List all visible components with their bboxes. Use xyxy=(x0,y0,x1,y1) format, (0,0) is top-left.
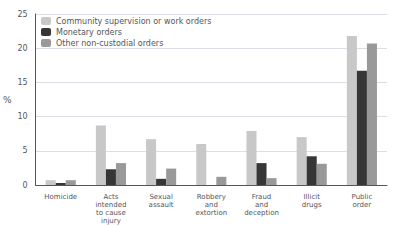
svg-text:10: 10 xyxy=(17,112,27,121)
svg-text:and: and xyxy=(255,201,268,209)
svg-text:injury: injury xyxy=(101,217,121,225)
svg-text:Community supervision or work: Community supervision or work orders xyxy=(56,17,211,26)
svg-text:25: 25 xyxy=(17,10,27,19)
svg-text:and: and xyxy=(205,201,218,209)
svg-text:5: 5 xyxy=(23,146,28,155)
svg-text:extortion: extortion xyxy=(195,209,227,217)
svg-text:Monetary orders: Monetary orders xyxy=(56,28,122,37)
svg-text:Illicit: Illicit xyxy=(303,193,320,201)
svg-text:to cause: to cause xyxy=(96,209,126,217)
svg-text:Homicide: Homicide xyxy=(44,193,77,201)
svg-text:20: 20 xyxy=(17,44,27,53)
svg-text:order: order xyxy=(353,201,372,209)
svg-text:Public: Public xyxy=(352,193,373,201)
svg-text:Other non-custodial orders: Other non-custodial orders xyxy=(56,39,163,48)
svg-text:Robbery: Robbery xyxy=(197,193,226,201)
svg-text:assault: assault xyxy=(149,201,174,209)
svg-text:Fraud: Fraud xyxy=(252,193,272,201)
svg-text:Sexual: Sexual xyxy=(149,193,172,201)
svg-text:drugs: drugs xyxy=(302,201,322,209)
svg-text:%: % xyxy=(3,95,12,105)
svg-text:Acts: Acts xyxy=(103,193,118,201)
svg-text:0: 0 xyxy=(23,181,28,190)
svg-text:deception: deception xyxy=(244,209,279,217)
svg-text:intended: intended xyxy=(95,201,126,209)
svg-text:15: 15 xyxy=(17,78,27,87)
